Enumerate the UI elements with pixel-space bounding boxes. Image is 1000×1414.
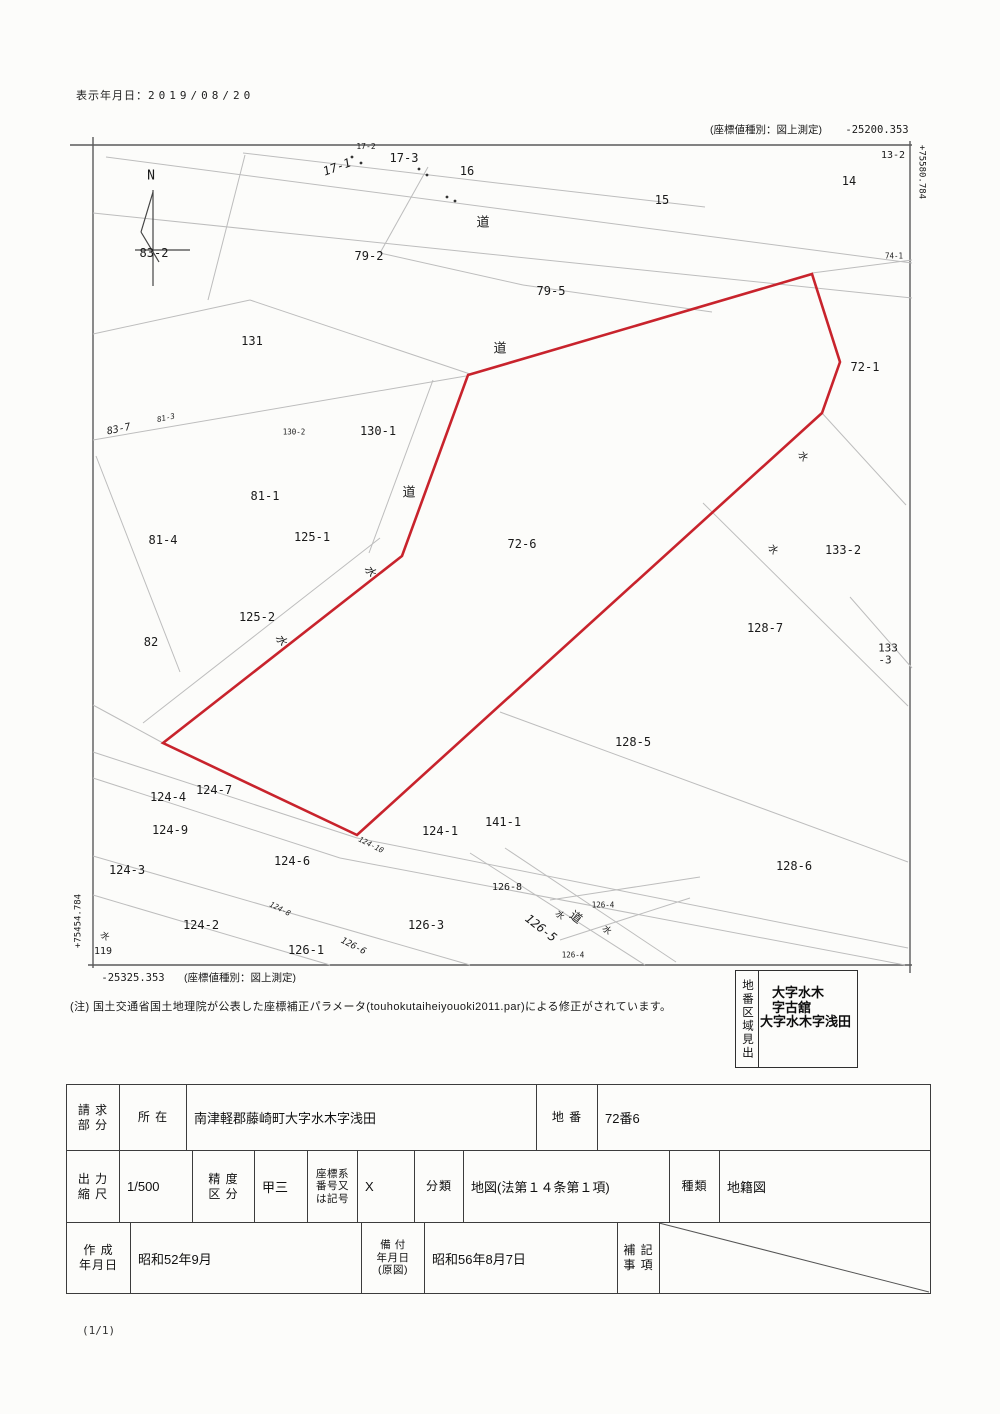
parcel-boundary-line	[469, 852, 646, 966]
precision-label-cell: 精 度 区 分	[192, 1150, 255, 1223]
display-date-line: 表示年月日：2019/08/20	[76, 87, 254, 103]
parcel-boundary-line	[92, 751, 358, 839]
output-scale-value-cell: 1/500	[119, 1150, 193, 1223]
parcel-boundary-line	[379, 166, 429, 254]
parcel-boundary-line	[702, 502, 909, 707]
survey-point-dot	[425, 173, 429, 177]
parcel-boundary-line	[496, 182, 706, 208]
parcel-boundary-line	[242, 152, 498, 184]
supplementary-note-empty-cell	[659, 1222, 931, 1294]
parcel-number-label-cell: 地 番	[536, 1084, 598, 1151]
parcel-boundary-line	[140, 231, 160, 263]
parcel-boundary-line	[92, 704, 164, 744]
request-part-label-cell: 請 求 部 分	[66, 1084, 120, 1151]
parcel-area-index-box: 地番区域見出 大字水木 字古舘 大字水木字浅田	[735, 970, 858, 1068]
parcel-boundary-line	[207, 154, 246, 301]
parcel-boundary-line	[504, 847, 677, 963]
page-indicator: (1/1)	[82, 1324, 116, 1337]
parcel-boundary-line	[849, 596, 913, 669]
parcel-boundary-line	[142, 537, 381, 724]
output-scale-label-cell: 出 力 縮 尺	[66, 1150, 120, 1223]
parcel-boundary-line	[92, 212, 913, 299]
display-date-label: 表示年月日：	[76, 90, 148, 102]
highlighted-parcel-72-6-outline	[160, 272, 842, 837]
parcel-boundary-line	[140, 191, 154, 233]
parcel-boundary-line	[811, 259, 913, 274]
classification-label-cell: 分類	[414, 1150, 464, 1223]
parcel-boundary-line	[379, 252, 524, 286]
precision-value-cell: 甲三	[254, 1150, 308, 1223]
parcel-boundary-line	[339, 857, 906, 966]
parcel-boundary-line	[499, 711, 909, 863]
survey-point-dot	[417, 167, 421, 171]
location-value-cell: 南津軽郡藤崎町大字水木字浅田	[186, 1084, 537, 1151]
coordinate-system-label-cell: 座標系 番号又 は記号	[307, 1150, 358, 1223]
parcel-boundary-line	[95, 455, 181, 673]
parcel-boundary-line	[522, 284, 713, 313]
parcel-boundary-line	[105, 156, 913, 264]
area-index-line: 大字水木字浅田	[760, 1014, 852, 1029]
parcel-number-value-cell: 72番6	[597, 1084, 931, 1151]
location-label-cell: 所 在	[119, 1084, 187, 1151]
coordinate-system-value-cell: X	[357, 1150, 415, 1223]
parcel-boundary-line	[92, 299, 251, 335]
parcel-boundary-line	[368, 379, 434, 554]
kind-value-cell: 地籍図	[719, 1150, 931, 1223]
survey-point-dot	[445, 195, 449, 199]
parcel-boundary-line	[92, 375, 467, 441]
parcel-boundary-line	[658, 1222, 930, 1293]
filing-date-value-cell: 昭和56年8月7日	[424, 1222, 618, 1294]
filing-date-label-cell: 備 付 年月日 (原図)	[361, 1222, 425, 1294]
parcel-boundary-line	[559, 897, 691, 941]
area-index-content: 大字水木 字古舘 大字水木字浅田	[759, 971, 857, 1067]
parcel-boundary-line	[356, 837, 909, 949]
area-index-line: 大字水木	[772, 985, 825, 1000]
correction-note: (注) 国土交通省国土地理院が公表した座標補正パラメータ(touhokutaih…	[70, 1001, 672, 1013]
classification-value-cell: 地図(法第１４条第１項)	[463, 1150, 670, 1223]
kind-label-cell: 種類	[669, 1150, 720, 1223]
survey-point-dot	[453, 199, 457, 203]
survey-point-dot	[359, 161, 363, 165]
parcel-boundary-line	[92, 894, 331, 966]
parcel-boundary-line	[249, 299, 471, 375]
area-index-side-label: 地番区域見出	[736, 971, 759, 1067]
area-index-line: 字古舘	[772, 999, 812, 1015]
supplementary-note-label-cell: 補 記 事 項	[617, 1222, 660, 1294]
parcel-boundary-line	[92, 855, 471, 966]
creation-date-label-cell: 作 成 年月日	[66, 1222, 131, 1294]
parcel-boundary-line	[549, 876, 701, 901]
parcel-boundary-line	[92, 777, 341, 859]
creation-date-value-cell: 昭和52年9月	[130, 1222, 362, 1294]
survey-point-dot	[350, 155, 354, 159]
parcel-boundary-line	[821, 412, 907, 506]
display-date-value: 2019/08/20	[148, 89, 255, 102]
